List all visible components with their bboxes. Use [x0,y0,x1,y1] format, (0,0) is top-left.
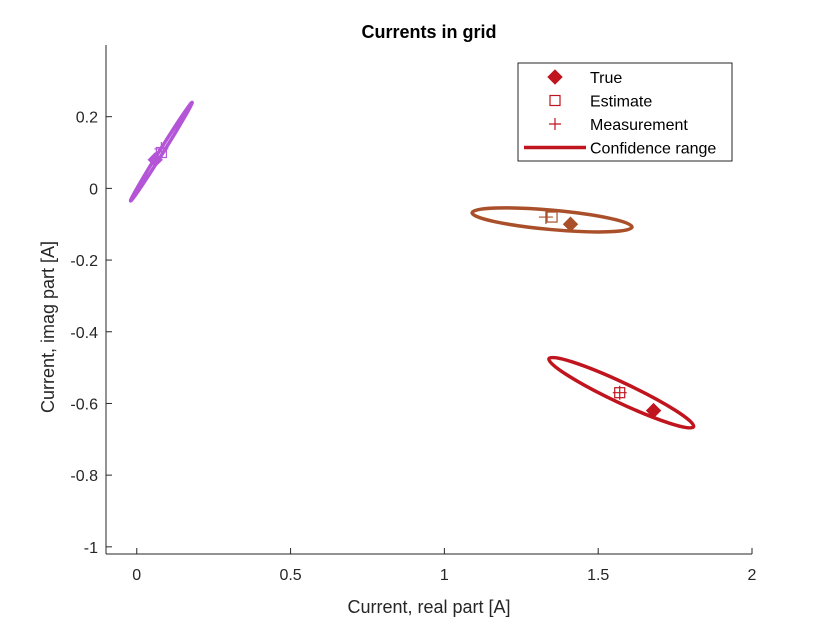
legend-label: Measurement [590,117,688,134]
plot-area [128,100,696,430]
series-group [128,100,194,203]
legend-label: True [590,70,622,87]
measurement-marker [538,210,553,225]
legend-true-icon [547,69,563,85]
y-axis-label: Current, imag part [A] [38,241,58,413]
series-group [547,355,696,430]
legend-measurement-icon [549,118,561,130]
legend-estimate-icon [549,94,561,107]
legend: True Estimate Measurement Confidence range [517,62,733,162]
y-tick-label: -0.2 [70,253,98,270]
x-axis-label: Current, real part [A] [347,597,510,617]
estimate-marker [546,211,558,223]
true-marker [645,402,662,419]
x-tick-label: 0.5 [279,567,301,584]
legend-label: Confidence range [590,141,716,158]
x-tick-label: 1 [440,567,449,584]
y-tick-label: 0 [89,181,98,198]
x-tick-label: 1.5 [587,567,609,584]
chart-title: Currents in grid [361,22,496,42]
y-tick-label: -0.6 [70,396,98,413]
x-tick-label: 0 [132,567,141,584]
legend-label: Estimate [590,94,652,111]
confidence-ellipse [547,355,696,430]
y-tick-label: -0.8 [70,468,98,485]
true-marker [562,216,579,232]
y-tick-label: -0.4 [70,325,98,342]
true-marker [147,151,163,168]
confidence-ellipse [128,100,194,203]
y-tick-label: 0.2 [76,110,98,127]
series-group [470,206,634,234]
estimate-marker [614,387,626,399]
y-tick-label: -1 [84,540,98,557]
estimate-marker [155,146,167,159]
x-tick-label: 2 [748,567,757,584]
confidence-ellipse [470,206,634,234]
axes: 0 0.5 1 1.5 2 -1 -0.8 -0.6 -0.4 -0.2 0 0.2 [70,45,757,584]
